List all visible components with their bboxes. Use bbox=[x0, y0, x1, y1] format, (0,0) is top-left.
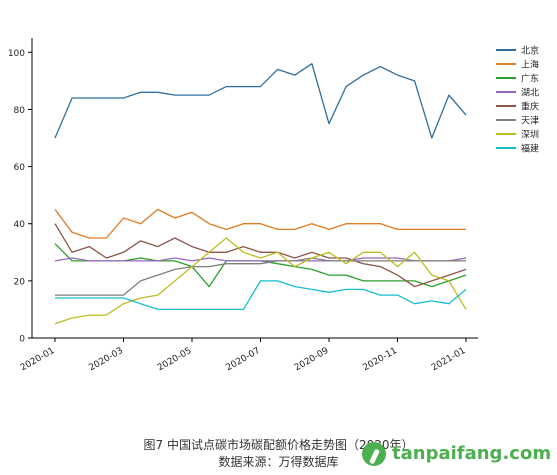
figure-caption: 图7 中国试点碳市场碳配额价格走势图（2020年） bbox=[143, 438, 414, 452]
series-line bbox=[54, 63, 467, 139]
leaf-logo-icon bbox=[362, 442, 386, 466]
x-tick-label: 2020-05 bbox=[156, 346, 194, 373]
x-tick-label: 2021-01 bbox=[430, 346, 468, 373]
legend-label: 上海 bbox=[521, 59, 539, 71]
watermark: tanpaifang.com bbox=[362, 440, 552, 470]
legend-label: 深圳 bbox=[521, 130, 539, 141]
x-tick-label: 2020-09 bbox=[293, 346, 331, 374]
legend-label: 北京 bbox=[521, 45, 539, 57]
legend-label: 天津 bbox=[521, 116, 539, 127]
y-tick-label: 0 bbox=[19, 335, 25, 345]
series-line bbox=[54, 257, 467, 262]
legend-label: 湖北 bbox=[521, 88, 539, 99]
watermark-text: tanpaifang.com bbox=[392, 443, 552, 464]
chart-series bbox=[54, 63, 467, 325]
y-tick-label: 100 bbox=[8, 49, 25, 59]
y-tick-label: 20 bbox=[14, 277, 26, 287]
legend-label: 福建 bbox=[521, 143, 539, 155]
x-tick-label: 2020-11 bbox=[361, 346, 399, 373]
x-tick-label: 2020-07 bbox=[224, 346, 262, 373]
series-line bbox=[54, 237, 467, 325]
y-tick-label: 60 bbox=[14, 163, 26, 173]
series-line bbox=[54, 208, 466, 239]
series-line bbox=[55, 280, 467, 311]
legend-label: 重庆 bbox=[521, 101, 539, 113]
y-tick-label: 80 bbox=[14, 106, 26, 116]
chart-axes: 0 20 40 60 80 100 2020-01 2020-03 2020-05 2020-07… bbox=[8, 38, 478, 373]
price-chart: 0 20 40 60 80 100 2020-01 2020-03 2020-05 2020-07… bbox=[8, 38, 539, 373]
x-tick-label: 2020-03 bbox=[87, 346, 125, 373]
legend-label: 广东 bbox=[521, 73, 539, 85]
series-line bbox=[54, 223, 467, 288]
series-line bbox=[55, 257, 466, 296]
data-source: 数据来源：万得数据库 bbox=[218, 455, 339, 469]
x-tick-label: 2020-01 bbox=[19, 346, 57, 373]
y-tick-label: 40 bbox=[14, 220, 26, 230]
